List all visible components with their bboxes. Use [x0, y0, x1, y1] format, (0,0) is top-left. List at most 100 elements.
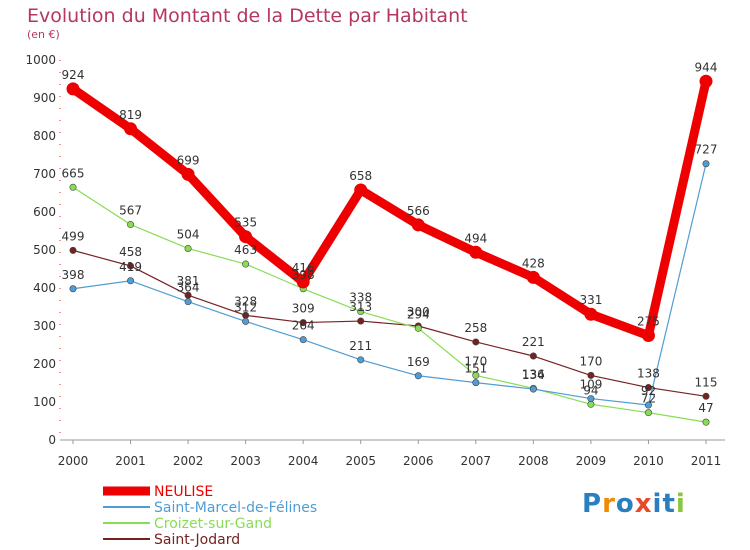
- data-label: 567: [119, 204, 142, 218]
- legend-label: Croizet-sur-Gand: [154, 516, 272, 532]
- data-point: [69, 183, 77, 191]
- data-point: [526, 270, 540, 284]
- data-point: [414, 324, 422, 332]
- data-label: 504: [177, 227, 200, 241]
- data-label: 92: [641, 384, 656, 398]
- logo-letter: r: [602, 489, 616, 519]
- data-point: [699, 74, 713, 88]
- data-point: [299, 319, 307, 327]
- data-label: 819: [119, 108, 142, 122]
- data-point: [242, 260, 250, 268]
- logo-letter: i: [652, 489, 663, 519]
- data-point: [66, 82, 80, 96]
- series-line: [72, 249, 707, 397]
- data-point: [69, 246, 77, 254]
- x-tick-label: 2006: [403, 454, 434, 468]
- data-point: [357, 308, 365, 316]
- data-label: 221: [522, 335, 545, 349]
- x-tick-label: 2003: [230, 454, 261, 468]
- data-label: 566: [407, 204, 430, 218]
- data-point: [644, 401, 652, 409]
- data-point: [181, 167, 195, 181]
- data-point: [242, 317, 250, 325]
- data-label: 381: [177, 274, 200, 288]
- logo-letter: x: [634, 489, 653, 519]
- data-label: 364: [177, 281, 200, 295]
- data-label: 136: [522, 367, 545, 381]
- axes: 0 100 200 300 400 500 600 700 800 900 1000 2000 2001…: [25, 53, 725, 468]
- data-label: 109: [579, 378, 602, 392]
- y-tick-label: 500: [33, 243, 56, 257]
- data-label: 331: [579, 293, 602, 307]
- chart-subtitle: (en €): [27, 28, 60, 41]
- logo-letter: o: [615, 489, 635, 519]
- data-label: 398: [292, 268, 315, 282]
- data-point: [644, 384, 652, 392]
- x-tick-label: 2005: [345, 454, 376, 468]
- data-label: 115: [695, 375, 718, 389]
- data-label: 458: [119, 245, 142, 259]
- x-tick-label: 2002: [173, 454, 204, 468]
- legend: NEULISESaint-Marcel-de-FélinesCroizet-su…: [103, 484, 317, 548]
- y-tick-label: 900: [33, 91, 56, 105]
- data-label: 494: [464, 231, 487, 245]
- y-tick-label: 700: [33, 167, 56, 181]
- data-label: 924: [62, 68, 85, 82]
- data-point: [702, 160, 710, 168]
- logo-letter: i: [675, 489, 686, 519]
- data-point: [414, 372, 422, 380]
- data-label: 170: [579, 354, 602, 368]
- data-point: [299, 336, 307, 344]
- x-tick-label: 2008: [518, 454, 549, 468]
- y-tick-label: 300: [33, 319, 56, 333]
- proxiti-logo: Proxiti: [582, 489, 686, 519]
- data-label: 463: [234, 243, 257, 257]
- y-tick-label: 200: [33, 357, 56, 371]
- data-point: [702, 418, 710, 426]
- series-line: [72, 186, 707, 423]
- legend-label: Saint-Marcel-de-Félines: [154, 500, 317, 516]
- x-tick-label: 2001: [115, 454, 146, 468]
- data-label: 428: [522, 256, 545, 270]
- data-point: [584, 307, 598, 321]
- series-line: [68, 76, 711, 340]
- data-label: 275: [637, 315, 660, 329]
- data-point: [469, 245, 483, 259]
- data-point: [587, 371, 595, 379]
- x-tick-label: 2009: [576, 454, 607, 468]
- y-tick-label: 1000: [25, 53, 56, 67]
- data-point: [239, 230, 253, 244]
- data-label: 264: [292, 319, 315, 333]
- data-label: 211: [349, 339, 372, 353]
- data-point: [644, 409, 652, 417]
- data-point: [69, 285, 77, 293]
- series-line: [72, 163, 707, 406]
- y-tick-label: 600: [33, 205, 56, 219]
- data-label: 94: [583, 383, 598, 397]
- data-point: [472, 338, 480, 346]
- data-label: 727: [695, 143, 718, 157]
- data-label: 151: [464, 362, 487, 376]
- data-point: [127, 262, 135, 270]
- x-tick-label: 2004: [288, 454, 319, 468]
- data-label: 138: [637, 367, 660, 381]
- y-tick-label: 0: [48, 433, 56, 447]
- chart-title: Evolution du Montant de la Dette par Hab…: [27, 5, 468, 27]
- data-label: 419: [119, 260, 142, 274]
- data-point: [127, 277, 135, 285]
- data-point: [184, 298, 192, 306]
- data-point: [357, 356, 365, 364]
- data-label: 499: [62, 229, 85, 243]
- data-point: [354, 183, 368, 197]
- data-point: [702, 392, 710, 400]
- data-point: [184, 244, 192, 252]
- data-label: 134: [522, 368, 545, 382]
- data-label: 258: [464, 321, 487, 335]
- data-point: [127, 221, 135, 229]
- data-label: 313: [349, 300, 372, 314]
- data-point: [529, 352, 537, 360]
- y-tick-label: 400: [33, 281, 56, 295]
- data-point: [641, 329, 655, 342]
- data-label: 944: [695, 60, 718, 74]
